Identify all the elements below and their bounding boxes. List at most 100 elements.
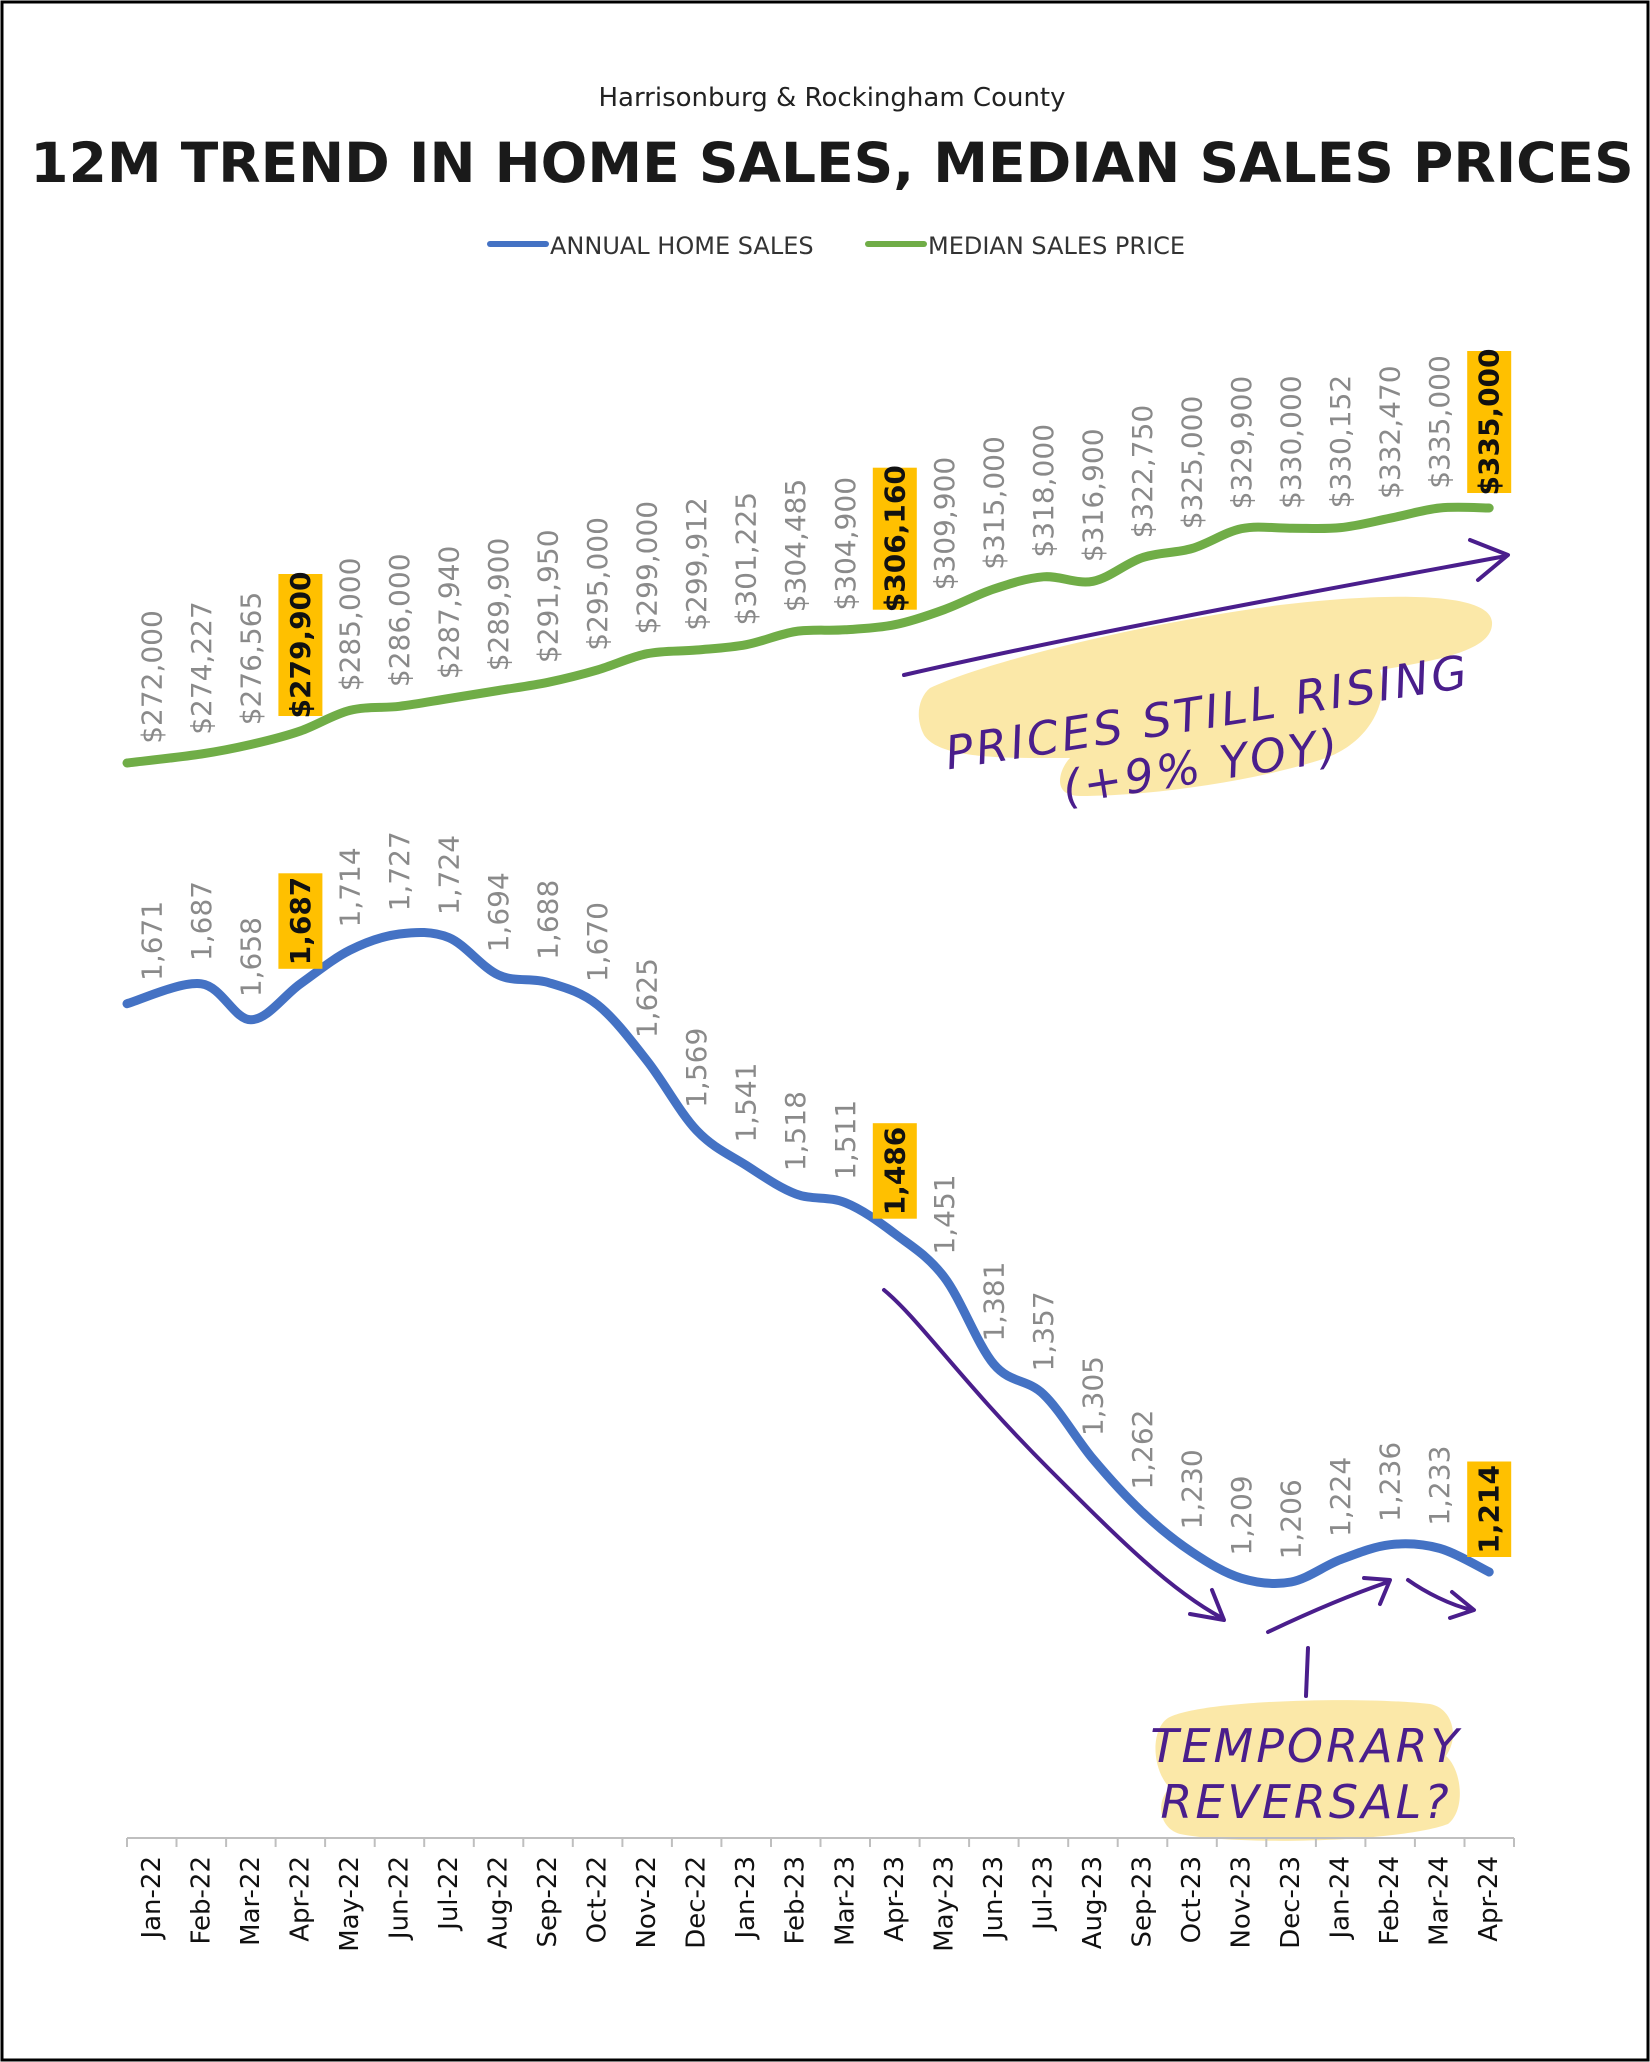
sales-data-label: 1,687 — [284, 877, 317, 966]
x-tick-label: Jan-23 — [731, 1856, 761, 1941]
x-tick-label: Apr-24 — [1474, 1856, 1504, 1942]
reversal-pointer-line — [1304, 1646, 1310, 1698]
x-tick-label: May-22 — [335, 1856, 365, 1952]
sales-data-label: 1,727 — [383, 831, 416, 911]
price-data-labels: $272,000 $274,227 $276,565 $279,900 $285,000… — [135, 348, 1512, 744]
prices-rising-arrow — [902, 554, 1508, 677]
sales-data-label: 1,694 — [482, 872, 515, 952]
x-tick-label: Feb-22 — [186, 1856, 216, 1945]
x-tick-label: Aug-22 — [484, 1856, 514, 1949]
x-tick-label: Feb-23 — [781, 1856, 811, 1945]
sales-decline-arrow — [882, 1288, 1224, 1620]
sales-data-label: 1,206 — [1275, 1479, 1308, 1559]
sales-data-label: 1,518 — [779, 1091, 812, 1171]
price-data-label: $330,152 — [1324, 375, 1357, 509]
sales-data-label: 1,541 — [730, 1063, 763, 1143]
x-tick-label: Feb-24 — [1375, 1856, 1405, 1945]
x-tick-label: Mar-23 — [830, 1856, 860, 1946]
price-data-label: $286,000 — [383, 553, 416, 687]
legend-label-home-sales: ANNUAL HOME SALES — [550, 232, 814, 260]
sales-data-label: 1,688 — [532, 880, 565, 960]
price-data-label: $279,900 — [284, 571, 317, 718]
legend: ANNUAL HOME SALES MEDIAN SALES PRICE — [487, 232, 1185, 260]
sales-data-label: 1,230 — [1176, 1449, 1209, 1529]
price-data-label: $287,940 — [433, 546, 466, 680]
sales-label-highlight — [278, 873, 323, 969]
annotation-arrows — [882, 538, 1510, 1698]
x-tick-label: Mar-24 — [1425, 1856, 1455, 1946]
price-data-label: $301,225 — [730, 492, 763, 626]
sales-data-label: 1,670 — [581, 902, 614, 982]
x-tick-label: Mar-22 — [236, 1856, 266, 1946]
price-data-label: $332,470 — [1374, 365, 1407, 499]
sales-decline-arrowhead — [1188, 1588, 1226, 1622]
chart-subtitle: Harrisonburg & Rockingham County — [598, 83, 1065, 113]
x-tick-label: Nov-22 — [632, 1856, 662, 1949]
price-data-label: $285,000 — [333, 558, 366, 692]
x-tick-label: Jan-24 — [1326, 1856, 1356, 1941]
price-data-label: $299,912 — [680, 497, 713, 631]
sales-data-label: 1,233 — [1423, 1446, 1456, 1526]
sales-data-label: 1,381 — [977, 1262, 1010, 1342]
chart-title: 12M TREND IN HOME SALES, MEDIAN SALES PR… — [30, 131, 1633, 195]
x-tick-label: May-23 — [929, 1856, 959, 1952]
price-data-label: $325,000 — [1176, 396, 1209, 530]
x-tick-label: Aug-23 — [1078, 1856, 1108, 1949]
prices-rising-arrowhead — [1468, 538, 1510, 582]
sales-data-label: 1,625 — [631, 958, 664, 1038]
x-tick-label: Oct-22 — [583, 1856, 613, 1943]
annotation-highlights — [918, 596, 1493, 1841]
x-tick-label: Dec-23 — [1276, 1856, 1306, 1949]
sales-data-label: 1,224 — [1324, 1457, 1357, 1537]
sales-data-label: 1,569 — [680, 1028, 713, 1108]
x-tick-label: Jun-22 — [384, 1856, 414, 1941]
price-data-label: $272,000 — [135, 610, 168, 744]
x-tick-label: Apr-23 — [880, 1856, 910, 1942]
reversal-up-arrow — [1266, 1580, 1390, 1634]
price-data-label: $274,227 — [185, 601, 218, 735]
median-sales-price-line — [122, 502, 1494, 768]
price-data-label: $315,000 — [977, 436, 1010, 570]
annual-home-sales-line — [122, 927, 1494, 1588]
sales-data-label: 1,714 — [333, 847, 366, 927]
price-data-label: $329,900 — [1225, 376, 1258, 510]
price-data-label: $335,000 — [1423, 355, 1456, 489]
sales-data-label: 1,305 — [1076, 1356, 1109, 1436]
x-tick-label: Sep-23 — [1128, 1856, 1158, 1947]
x-tick-label: Apr-22 — [285, 1856, 315, 1942]
price-data-label: $309,900 — [928, 457, 961, 591]
sales-data-label: 1,511 — [829, 1100, 862, 1180]
price-data-label: $335,000 — [1473, 348, 1506, 495]
sales-data-label: 1,214 — [1473, 1465, 1506, 1554]
x-tick-label: Sep-22 — [533, 1856, 563, 1947]
price-label-highlight — [1467, 351, 1512, 493]
reversal-down-arrow — [1406, 1578, 1474, 1612]
sales-data-label: 1,671 — [135, 901, 168, 981]
price-data-label: $316,900 — [1076, 428, 1109, 562]
price-data-label: $318,000 — [1027, 424, 1060, 558]
sales-data-label: 1,687 — [185, 881, 218, 961]
price-data-label: $304,900 — [829, 477, 862, 611]
price-data-label: $276,565 — [234, 592, 267, 726]
reversal-annotation-line1: TEMPORARY — [1150, 1719, 1462, 1773]
sales-data-label: 1,262 — [1126, 1410, 1159, 1490]
x-tick-label: Nov-23 — [1227, 1856, 1257, 1949]
x-tick-label: Jun-23 — [979, 1856, 1009, 1941]
x-axis-ticks: Jan-22 Feb-22 Mar-22 Apr-22 May-22 Jun-22 Jul-… — [126, 1838, 1515, 1952]
price-data-label: $299,000 — [631, 501, 664, 635]
legend-label-median-price: MEDIAN SALES PRICE — [928, 232, 1185, 260]
sales-data-label: 1,357 — [1027, 1291, 1060, 1371]
sales-data-label: 1,658 — [234, 917, 267, 997]
price-label-highlight — [872, 467, 917, 610]
reversal-up-arrowhead — [1362, 1576, 1392, 1606]
sales-label-highlight — [872, 1123, 917, 1219]
price-label-highlight — [278, 574, 323, 716]
reversal-annotation-highlight — [1155, 1700, 1460, 1841]
prices-annotation-highlight — [918, 596, 1493, 796]
reversal-down-arrowhead — [1448, 1590, 1476, 1620]
price-data-label: $295,000 — [581, 517, 614, 651]
sales-data-label: 1,451 — [928, 1174, 961, 1254]
reversal-annotation-line2: REVERSAL? — [1160, 1775, 1451, 1829]
x-tick-label: Dec-22 — [682, 1856, 712, 1949]
